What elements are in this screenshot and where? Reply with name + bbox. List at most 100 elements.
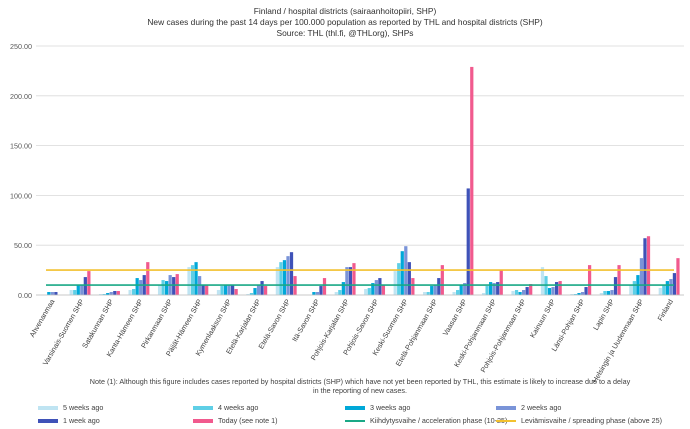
bar [613, 277, 618, 295]
note-line-1: Note (1): Although this figure includes … [89, 377, 631, 386]
bar [393, 271, 397, 295]
bar [99, 294, 103, 295]
bar [194, 262, 198, 295]
y-tick-label: 50.00 [14, 241, 32, 250]
bar [646, 236, 651, 295]
bar [80, 285, 84, 295]
bar [547, 288, 552, 295]
bar [558, 281, 562, 295]
bar [50, 292, 54, 295]
legend-item-3-weeks-ago: 3 weeks ago [345, 403, 410, 412]
bar [102, 294, 106, 295]
bar [223, 285, 228, 295]
bar [511, 291, 515, 295]
chart-title-line-3: Source: THL (thl.fi, @THLorg), SHPs [276, 28, 414, 38]
bar [201, 285, 205, 295]
bar [139, 280, 143, 295]
bar [378, 278, 382, 295]
bar [345, 267, 349, 295]
legend-line-swatch [496, 419, 516, 422]
bar [338, 290, 342, 295]
bar [83, 277, 87, 295]
bar [603, 291, 607, 295]
bar [275, 267, 279, 295]
x-tick-label: Kainuun SHP [528, 297, 557, 339]
bar [109, 292, 113, 295]
bar [573, 294, 578, 295]
bar [658, 288, 662, 295]
legend-swatch [38, 418, 58, 423]
chart-title-line-1: Finland / hospital districts (sairaanhoi… [253, 6, 437, 16]
chart-title-line-2: New cases during the past 14 days per 10… [147, 17, 543, 27]
bar [466, 188, 470, 295]
bar [481, 293, 486, 295]
legend-label: 2 weeks ago [521, 403, 562, 412]
bar [367, 288, 371, 295]
y-tick-label: 200.00 [10, 92, 32, 101]
bar [492, 283, 496, 295]
bar [260, 281, 264, 295]
bar [433, 285, 437, 295]
bar [312, 292, 316, 295]
x-tick-label: Etelä-Savon SHP [256, 297, 292, 350]
y-tick-label: 250.00 [10, 42, 32, 51]
bar [676, 258, 680, 295]
y-tick-label: 0.00 [18, 291, 32, 300]
bar [249, 293, 254, 295]
bar [665, 281, 669, 295]
legend-item-today: Today (see note 1) [193, 416, 278, 425]
bar [253, 288, 257, 295]
x-tick-label: Itä-Savon SHP [290, 297, 322, 343]
bar [525, 287, 529, 295]
bar [106, 293, 110, 295]
legend-swatch [345, 405, 365, 410]
bar [672, 273, 677, 295]
bar [440, 265, 444, 295]
bar [227, 285, 231, 295]
bar [423, 292, 427, 295]
bar [639, 258, 644, 295]
bar [381, 285, 386, 295]
bar [577, 293, 581, 295]
bar [47, 292, 51, 295]
bar [669, 279, 673, 295]
bar [246, 294, 250, 295]
bar [348, 267, 353, 295]
bar [54, 292, 58, 295]
bar [551, 287, 555, 295]
bar [489, 282, 493, 295]
legend-item-2-weeks-ago: 2 weeks ago [496, 403, 561, 412]
bar [437, 278, 441, 295]
legend-label: 4 weeks ago [218, 403, 259, 412]
bar [315, 292, 320, 295]
bar [87, 271, 91, 295]
bar [286, 256, 290, 295]
bar [234, 289, 238, 295]
x-tick-label: Ahvenanmaa [27, 298, 56, 339]
note-line-2: in the reporting of new cases. [313, 386, 407, 395]
bar [334, 292, 338, 295]
bar [132, 289, 136, 295]
bar [540, 267, 545, 295]
y-tick-label: 150.00 [10, 142, 32, 151]
bar [282, 260, 287, 295]
bar [606, 291, 611, 295]
bar [632, 281, 636, 295]
bar [172, 277, 176, 295]
bar [485, 286, 489, 295]
bar [522, 290, 526, 295]
bar [187, 267, 191, 295]
bar [69, 290, 73, 295]
bar [459, 285, 463, 295]
bar [456, 290, 460, 295]
bar [352, 263, 356, 295]
bar [319, 286, 323, 295]
bar [190, 265, 195, 295]
bar [263, 286, 268, 295]
bar [230, 285, 235, 295]
legend-item-4-weeks-ago: 4 weeks ago [193, 403, 258, 412]
x-tick-label: Finland [655, 298, 675, 323]
bar [610, 290, 614, 295]
legend-label: Today (see note 1) [218, 416, 278, 425]
